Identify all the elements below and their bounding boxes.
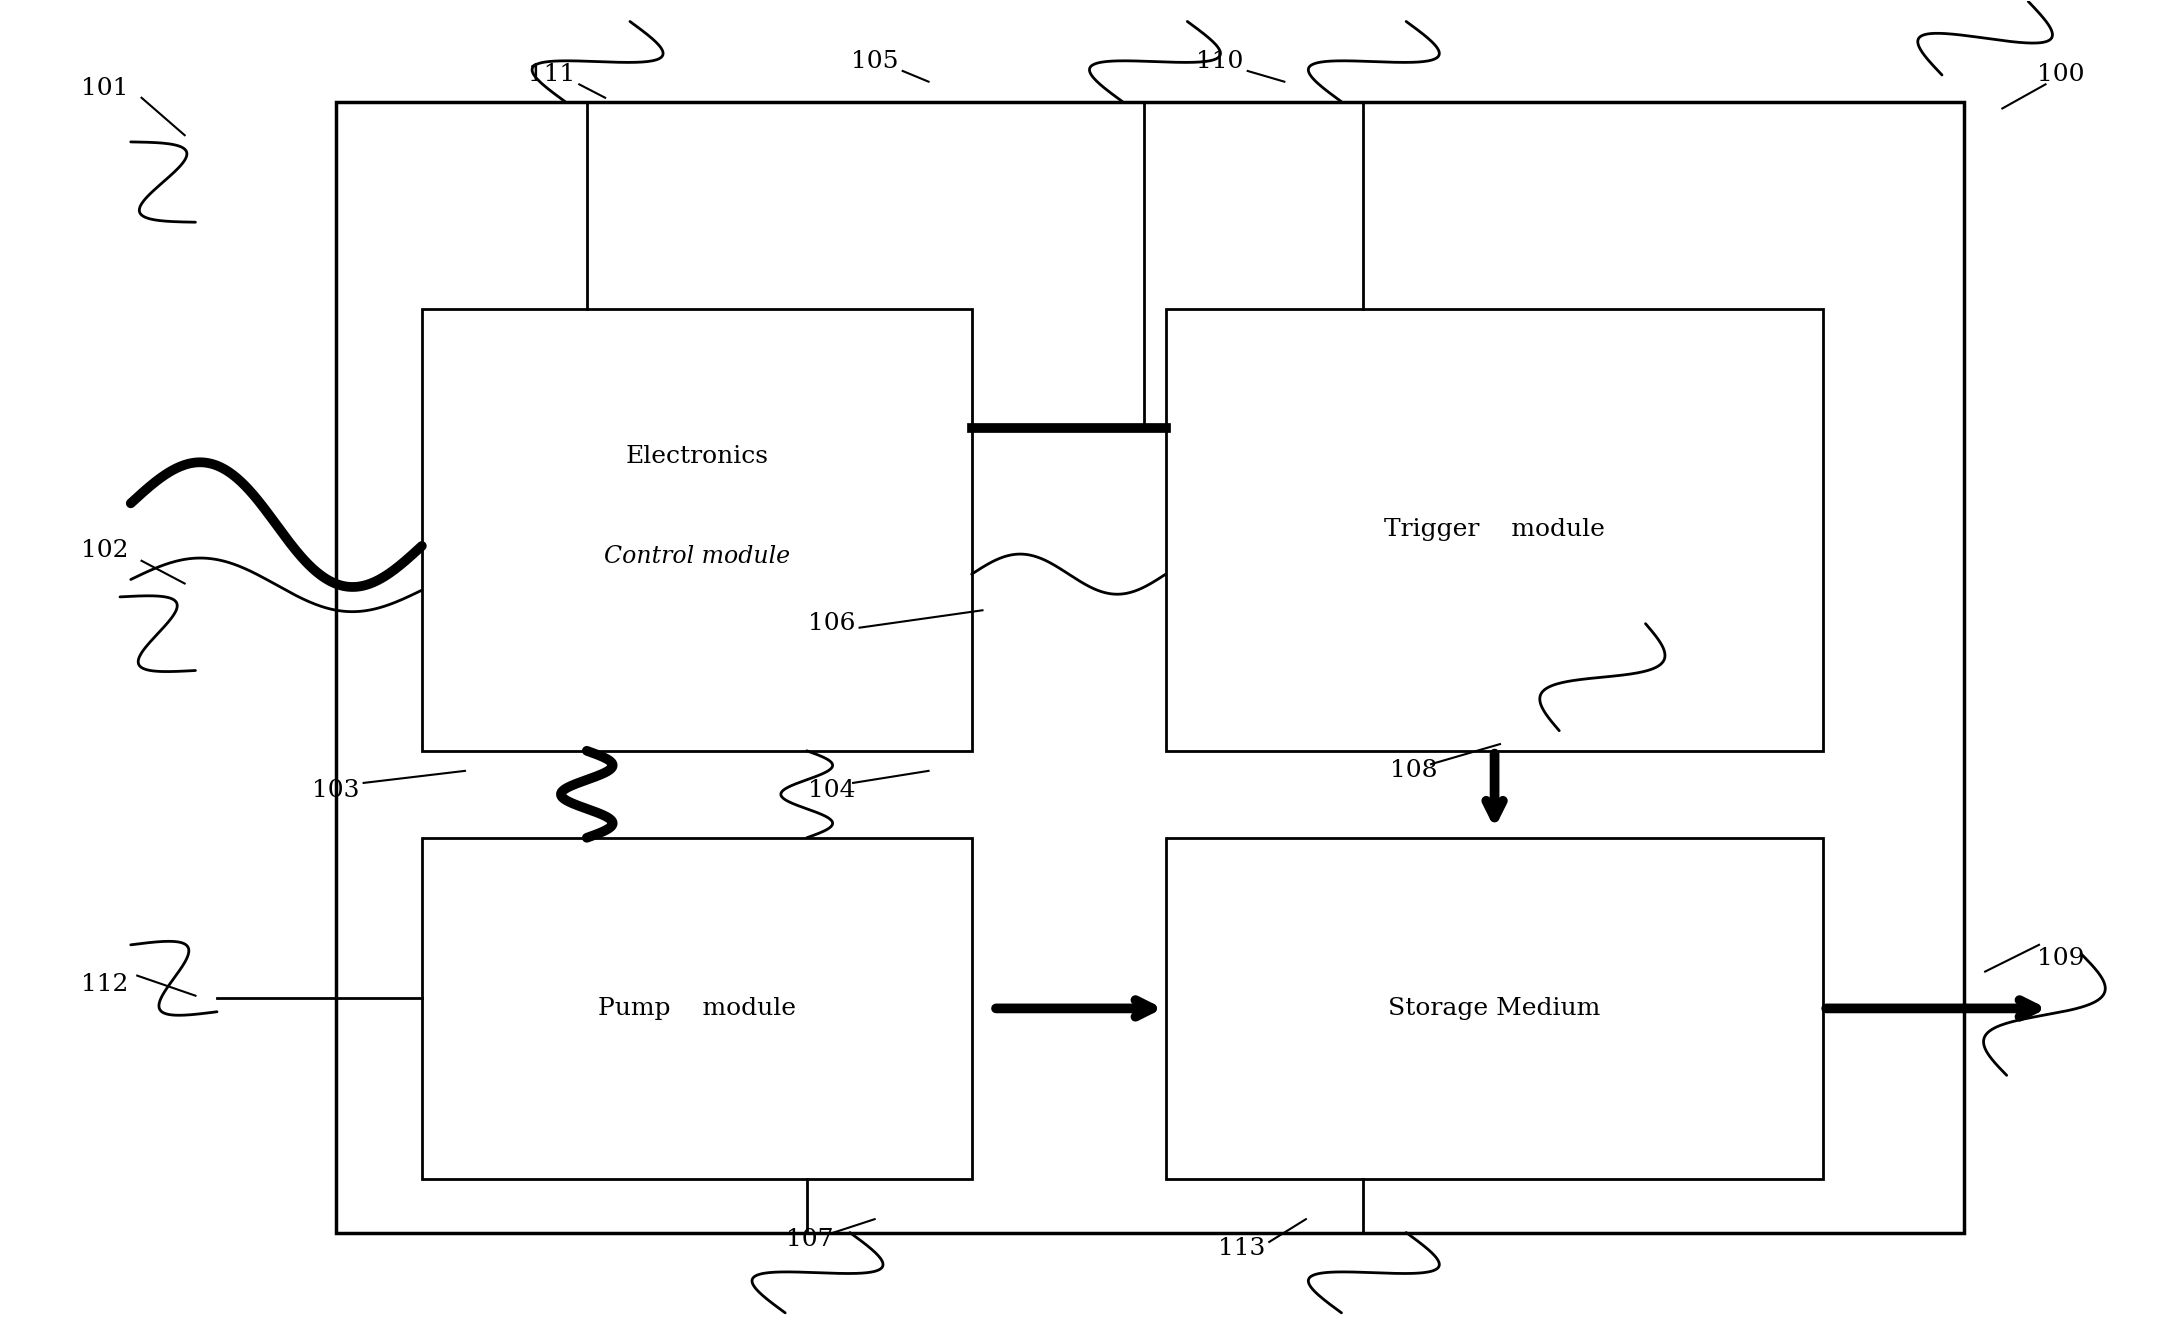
Text: 106: 106 <box>807 611 855 636</box>
Text: 107: 107 <box>786 1228 833 1251</box>
Text: Trigger    module: Trigger module <box>1384 519 1604 542</box>
Text: 100: 100 <box>2036 63 2083 86</box>
Text: Storage Medium: Storage Medium <box>1388 996 1600 1021</box>
Bar <box>421 310 972 751</box>
Bar <box>335 102 1963 1232</box>
Text: 112: 112 <box>82 974 130 996</box>
Text: 105: 105 <box>851 50 898 74</box>
Text: 113: 113 <box>1218 1238 1265 1261</box>
Bar <box>1166 310 1824 751</box>
Text: 101: 101 <box>82 76 130 99</box>
Text: Control module: Control module <box>605 546 790 569</box>
Bar <box>1166 838 1824 1179</box>
Text: 103: 103 <box>311 779 358 802</box>
Text: 111: 111 <box>527 63 574 86</box>
Text: 102: 102 <box>82 539 130 562</box>
Text: Pump    module: Pump module <box>598 996 797 1021</box>
Text: 104: 104 <box>807 779 855 802</box>
Text: Electronics: Electronics <box>626 445 769 468</box>
Bar <box>421 838 972 1179</box>
Text: 108: 108 <box>1390 759 1438 782</box>
Text: 110: 110 <box>1196 50 1244 74</box>
Text: 109: 109 <box>2036 947 2083 970</box>
